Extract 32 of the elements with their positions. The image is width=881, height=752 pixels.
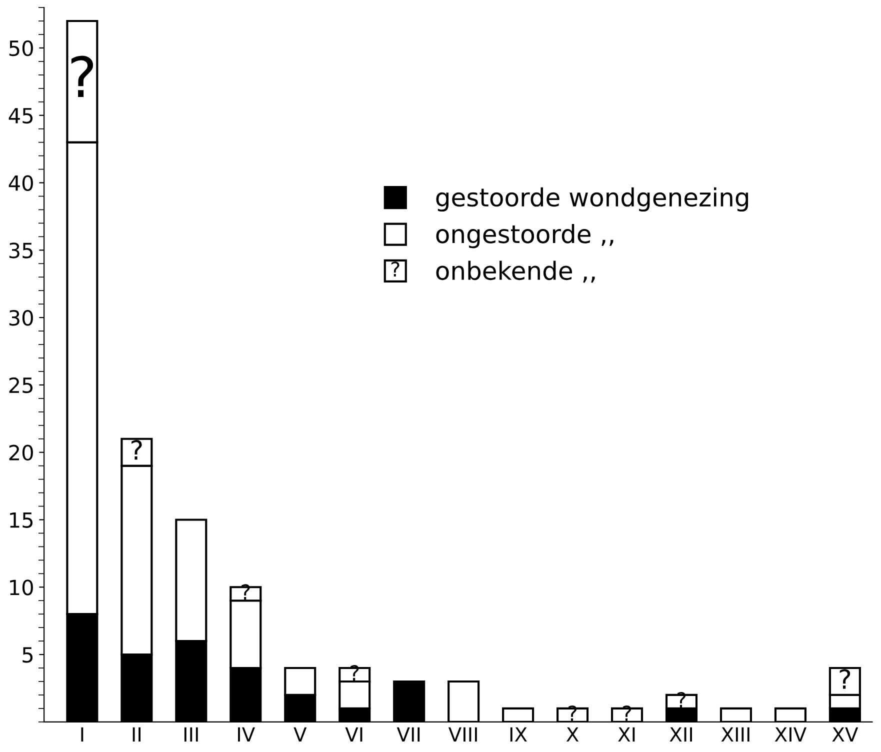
y-tick-label: 5: [22, 647, 33, 663]
x-tick-label: III: [184, 727, 198, 742]
x-tick-label: X: [566, 727, 579, 742]
x-tick-label: XII: [670, 727, 692, 742]
text: ?: [392, 262, 400, 276]
x-tick-label: XV: [832, 727, 858, 742]
legend-label: onbekende ,,: [436, 260, 595, 283]
legend-label: gestoorde wondgenezing: [436, 187, 748, 212]
y-tick-label: 20: [9, 444, 33, 461]
y-tick-label: 50: [9, 40, 33, 56]
x-tick-label: VIII: [448, 727, 477, 742]
data-label: ?: [71, 56, 94, 97]
x-tick-label: IX: [510, 727, 527, 742]
y-tick-label: 25: [9, 377, 33, 394]
x-tick-label: XIII: [721, 727, 750, 742]
y-tick-label: 10: [10, 580, 33, 596]
y-tick-label: 45: [8, 108, 33, 124]
x-tick-label: V: [294, 727, 307, 742]
y-tick-label: 15: [10, 512, 33, 528]
y-tick-label: 30: [9, 310, 33, 326]
x-tick-label: XIV: [774, 727, 806, 742]
y-tick-label: 40: [8, 175, 33, 191]
legend-label: ongestoorde ,,: [436, 224, 614, 248]
x-tick-label: VII: [396, 727, 420, 742]
x-tick-label: IV: [238, 727, 255, 742]
x-tick-label: II: [132, 727, 140, 742]
x-tick-label: XI: [618, 727, 635, 742]
data-label: ?: [132, 440, 142, 460]
data-label: ?: [840, 669, 850, 689]
y-tick-label: 35: [9, 242, 33, 258]
x-tick-label: VI: [345, 727, 362, 742]
x-tick-label: I: [81, 727, 84, 742]
